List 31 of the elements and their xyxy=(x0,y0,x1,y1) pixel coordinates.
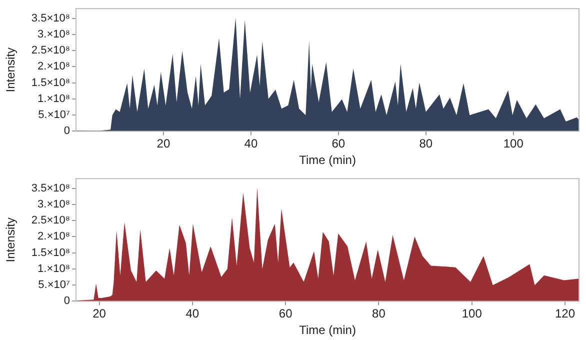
y-tick-label: 1.×10⁸ xyxy=(38,262,70,275)
x-tick-label: 120 xyxy=(555,306,576,321)
y-tick-label: 0 xyxy=(64,295,70,308)
y-axis-title: Intensity xyxy=(4,48,18,92)
y-tick-label: 5.×10⁷ xyxy=(38,279,70,292)
y-tick-label: 2.5×10⁸ xyxy=(31,214,70,227)
y-axis-title: Intensity xyxy=(4,218,18,262)
x-tick-label: 100 xyxy=(503,136,524,151)
x-tick-label: 40 xyxy=(244,136,258,151)
y-tick-label: 1.×10⁸ xyxy=(38,92,70,105)
x-tick-label: 20 xyxy=(92,306,106,321)
x-tick-label: 80 xyxy=(372,306,386,321)
x-axis-title: Time (min) xyxy=(299,323,356,338)
x-tick-label: 80 xyxy=(419,136,433,151)
y-tick-label: 2.5×10⁸ xyxy=(31,44,70,57)
y-tick-label: 3.5×10⁸ xyxy=(31,182,70,194)
x-tick-label: 60 xyxy=(278,306,293,321)
x-tick-label: 40 xyxy=(186,306,200,321)
x-tick-label: 60 xyxy=(332,136,346,151)
y-tick-label: 3.×10⁸ xyxy=(38,28,70,40)
y-tick-label: 1.5×10⁸ xyxy=(31,246,70,259)
x-tick-label: 20 xyxy=(156,136,170,151)
y-tick-label: 3.×10⁸ xyxy=(38,198,70,210)
y-tick-label: 5.×10⁷ xyxy=(38,109,70,122)
x-axis-title: Time (min) xyxy=(299,153,356,168)
y-tick-label: 1.5×10⁸ xyxy=(31,76,70,89)
y-tick-label: 2.×10⁸ xyxy=(38,60,70,73)
y-tick-label: 3.5×10⁸ xyxy=(31,12,70,24)
y-tick-label: 0 xyxy=(64,125,70,138)
x-tick-label: 100 xyxy=(462,306,482,321)
y-tick-label: 2.×10⁸ xyxy=(38,230,70,243)
